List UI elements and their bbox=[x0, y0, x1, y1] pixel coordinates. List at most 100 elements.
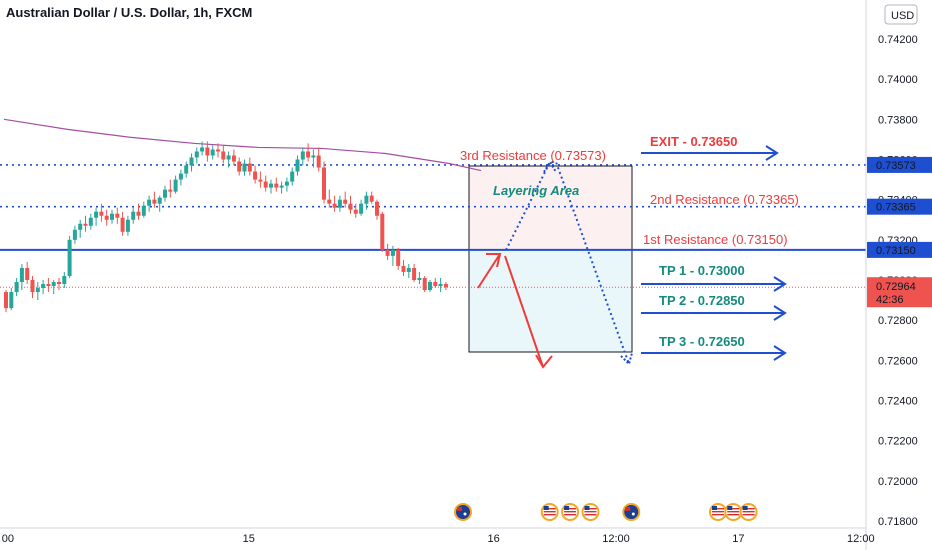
candle-body bbox=[390, 249, 395, 256]
candle-body bbox=[348, 203, 353, 210]
candle-body bbox=[72, 229, 77, 240]
candle bbox=[46, 277, 51, 293]
candle-body bbox=[168, 189, 173, 192]
layering-path-blue bbox=[505, 161, 630, 365]
candle-body bbox=[412, 267, 417, 280]
candle bbox=[131, 207, 136, 224]
candle-body bbox=[189, 157, 194, 166]
candle-body bbox=[30, 280, 35, 293]
tp2-label: TP 2 - 0.72850 bbox=[659, 293, 745, 308]
candle-body bbox=[194, 151, 199, 158]
candle bbox=[284, 177, 289, 192]
candle bbox=[295, 155, 300, 176]
candle bbox=[178, 169, 183, 186]
candle-body bbox=[200, 147, 205, 152]
candle-body bbox=[306, 151, 311, 158]
candle bbox=[417, 271, 422, 285]
candle bbox=[110, 209, 114, 224]
candle bbox=[237, 157, 242, 176]
candle bbox=[115, 207, 120, 224]
candle bbox=[173, 175, 178, 194]
candle-body bbox=[364, 195, 369, 204]
candle bbox=[120, 211, 125, 236]
candle bbox=[300, 147, 305, 166]
candle-body bbox=[369, 195, 374, 202]
price-tick-label: 0.74000 bbox=[878, 74, 918, 86]
candle bbox=[168, 179, 173, 198]
current-price-value: 0.72964 bbox=[876, 281, 916, 293]
candle-body bbox=[237, 161, 242, 172]
candle-body bbox=[147, 199, 152, 206]
candle-body bbox=[152, 199, 157, 204]
candle-body bbox=[406, 267, 411, 272]
usa-flag-icon bbox=[581, 503, 600, 521]
candle bbox=[269, 179, 273, 194]
candle-body bbox=[51, 282, 56, 287]
candle-body bbox=[14, 282, 19, 293]
candle bbox=[290, 167, 295, 186]
candle-body bbox=[83, 223, 88, 226]
candle-body bbox=[184, 165, 189, 174]
candle-body bbox=[210, 149, 215, 156]
australia-flag-icon bbox=[454, 503, 472, 521]
candle bbox=[231, 149, 236, 166]
candle-body bbox=[57, 282, 61, 285]
candle bbox=[152, 191, 157, 208]
candle-body bbox=[35, 288, 40, 293]
candle bbox=[30, 275, 35, 299]
candle-body bbox=[173, 179, 178, 192]
candle bbox=[226, 151, 231, 168]
candle bbox=[141, 201, 146, 218]
candle bbox=[443, 282, 448, 291]
up-arrow-red bbox=[477, 253, 501, 289]
candle-body bbox=[274, 183, 279, 188]
candle-body bbox=[396, 249, 401, 266]
candle bbox=[184, 161, 189, 178]
candle-body bbox=[221, 151, 226, 160]
candle bbox=[412, 263, 417, 283]
candle-body bbox=[438, 284, 443, 287]
candle bbox=[210, 145, 215, 160]
candle bbox=[200, 141, 205, 156]
candle bbox=[99, 203, 104, 222]
candle bbox=[253, 165, 258, 184]
candle bbox=[359, 199, 364, 216]
candle bbox=[433, 277, 438, 289]
candle bbox=[390, 245, 395, 266]
candle-body bbox=[41, 284, 46, 289]
candle bbox=[353, 203, 358, 218]
candle-body bbox=[327, 199, 332, 204]
moving-average-line bbox=[3, 118, 482, 172]
time-tick-label: 12:00 bbox=[847, 533, 875, 545]
candle bbox=[51, 280, 56, 295]
candle-body bbox=[157, 197, 162, 204]
currency-button[interactable]: USD bbox=[884, 4, 918, 25]
candle-body bbox=[110, 213, 114, 220]
candle-body bbox=[88, 217, 93, 226]
price-tick-label: 0.73800 bbox=[878, 114, 918, 126]
candle bbox=[221, 145, 226, 164]
candle bbox=[422, 275, 427, 293]
exit-label: EXIT - 0.73650 bbox=[650, 134, 737, 149]
candle bbox=[348, 195, 353, 214]
candle bbox=[369, 191, 374, 204]
time-tick-label: 12:00 bbox=[602, 533, 630, 545]
candle-body bbox=[178, 173, 183, 180]
candle bbox=[327, 189, 332, 208]
candle-body bbox=[9, 292, 14, 309]
candle bbox=[306, 143, 311, 162]
candle bbox=[375, 199, 379, 220]
candle bbox=[19, 263, 24, 291]
candle-body bbox=[380, 213, 385, 250]
tp1-label: TP 1 - 0.73000 bbox=[659, 263, 745, 278]
candle-body bbox=[25, 267, 30, 280]
candle-body bbox=[247, 163, 252, 172]
candle bbox=[147, 195, 152, 212]
usa-flag-icon bbox=[724, 503, 743, 521]
candle-body bbox=[359, 203, 364, 214]
candle bbox=[83, 215, 88, 232]
candle bbox=[364, 191, 369, 210]
